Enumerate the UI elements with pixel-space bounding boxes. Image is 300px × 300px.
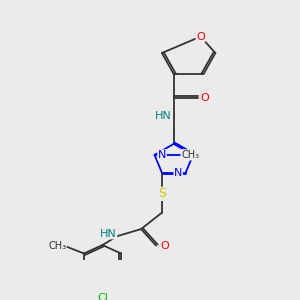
- Text: N: N: [182, 150, 190, 160]
- Text: CH₃: CH₃: [48, 242, 66, 251]
- Text: Cl: Cl: [97, 292, 108, 300]
- Text: O: O: [201, 93, 209, 103]
- Text: O: O: [196, 32, 205, 42]
- Text: N: N: [174, 168, 182, 178]
- Text: S: S: [158, 188, 166, 200]
- Text: HN: HN: [155, 111, 172, 122]
- Text: CH₃: CH₃: [181, 150, 199, 160]
- Text: N: N: [158, 150, 166, 160]
- Text: O: O: [160, 241, 169, 250]
- Text: HN: HN: [100, 229, 117, 239]
